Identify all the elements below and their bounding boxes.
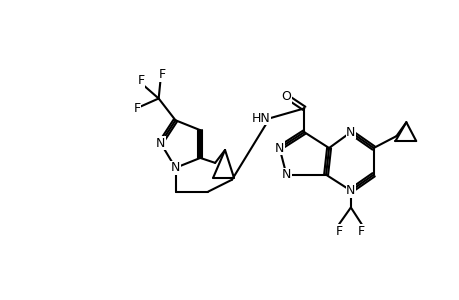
Text: N: N [274,142,284,154]
Text: N: N [281,168,291,181]
Text: N: N [346,184,355,197]
Text: F: F [159,68,166,81]
Text: F: F [335,225,342,238]
Text: F: F [335,225,342,238]
Text: N: N [281,168,291,181]
Text: N: N [346,184,355,197]
Text: F: F [358,225,364,238]
Text: N: N [170,161,180,174]
Text: F: F [358,225,364,238]
Text: F: F [159,68,166,81]
Text: N: N [156,136,165,150]
Text: F: F [137,74,144,87]
Text: F: F [133,102,140,115]
Text: N: N [170,161,180,174]
Text: O: O [281,90,291,103]
Text: F: F [137,74,144,87]
Text: N: N [156,136,165,150]
Text: N: N [346,126,355,139]
Text: O: O [281,90,291,103]
Text: N: N [346,126,355,139]
Text: N: N [274,142,284,154]
Text: HN: HN [251,112,269,125]
Text: HN: HN [251,112,269,125]
Text: F: F [133,102,140,115]
